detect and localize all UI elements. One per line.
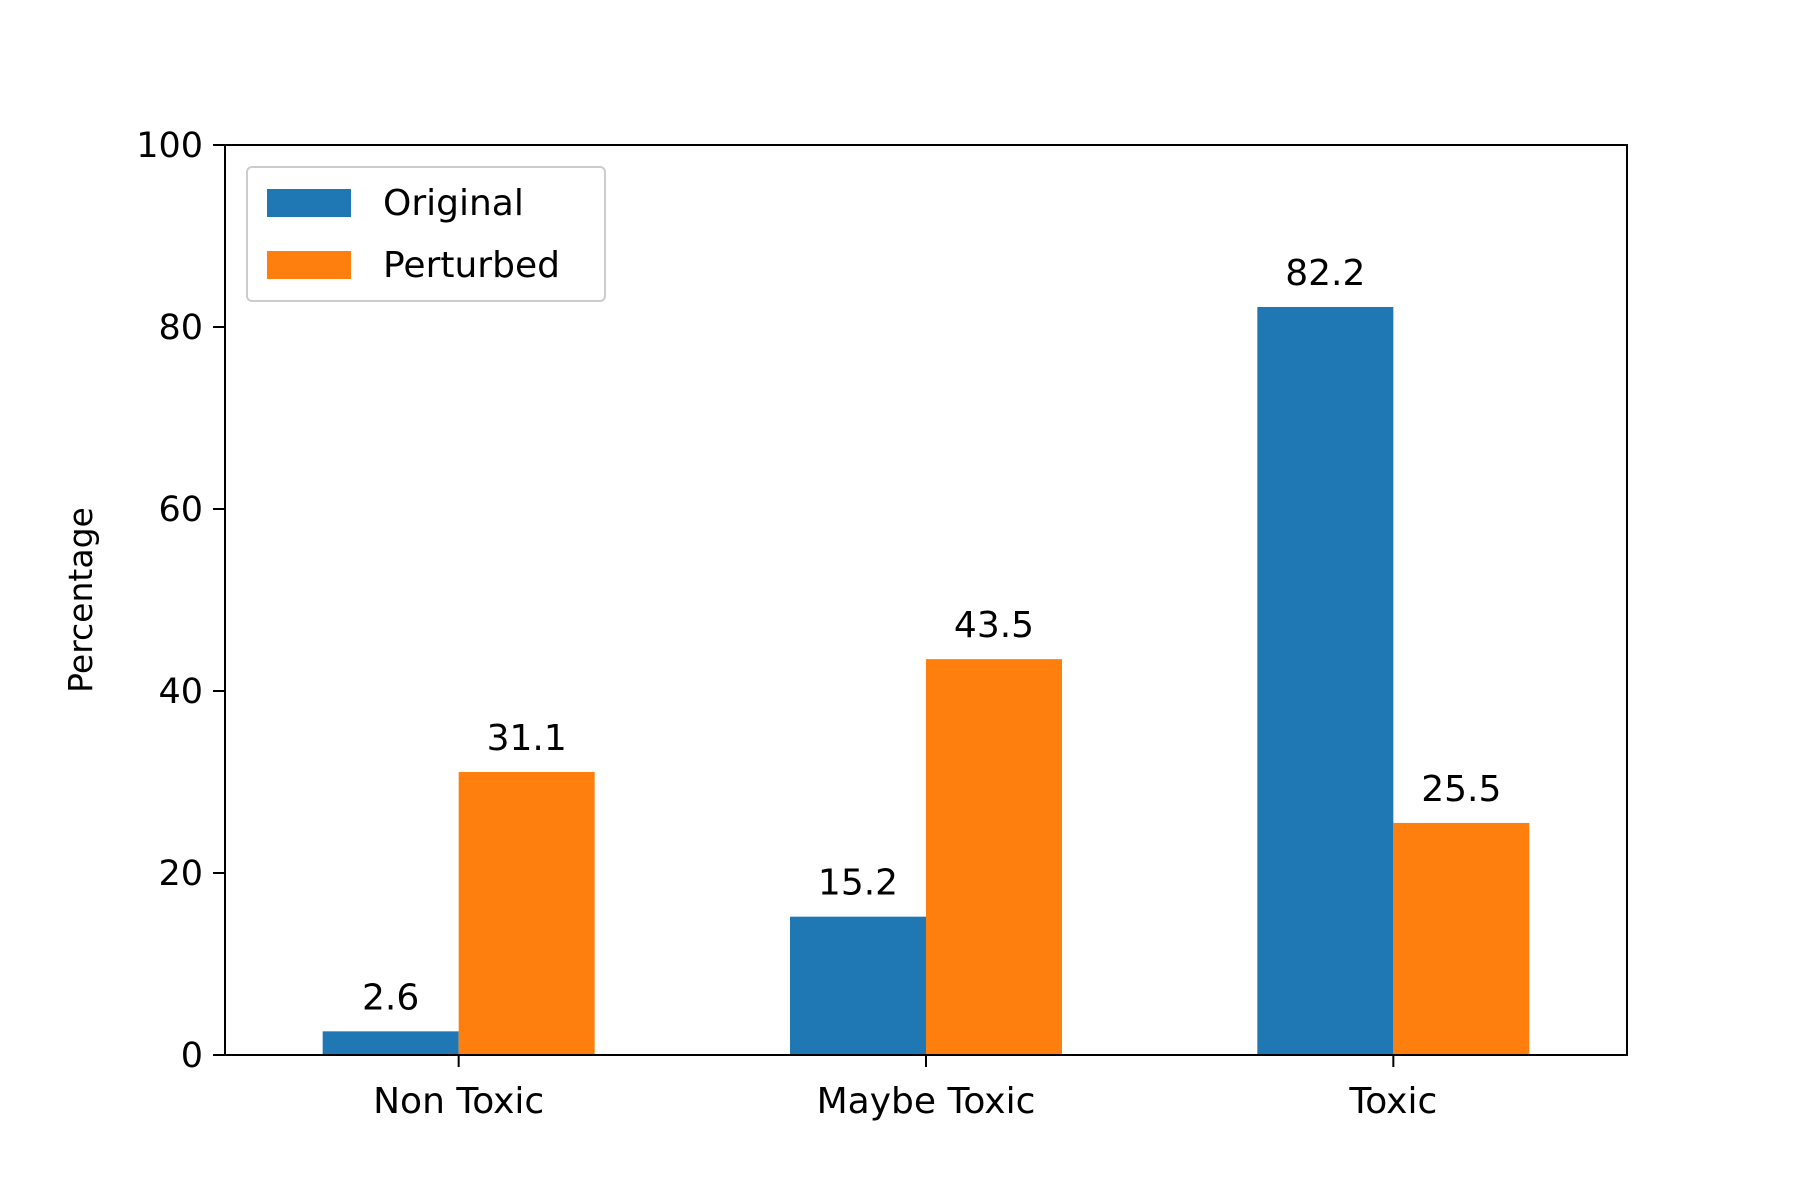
bar-original-0: [322, 1031, 459, 1055]
x-tick-label-1: Maybe Toxic: [817, 1081, 1036, 1122]
y-axis-label: Percentage: [61, 507, 100, 693]
bar-original-1: [790, 916, 926, 1055]
data-label-perturbed-1: 43.5: [954, 605, 1034, 646]
bars-group: [322, 306, 1530, 1056]
data-label-perturbed-0: 31.1: [487, 718, 567, 759]
x-tick-label-2: Toxic: [1348, 1081, 1437, 1122]
data-label-perturbed-2: 25.5: [1421, 769, 1501, 810]
y-tick-label-5: 100: [136, 126, 203, 166]
legend-label-original: Original: [383, 183, 524, 224]
data-labels-group: 2.6 15.2 82.2 31.1 43.5 25.5: [362, 253, 1501, 1018]
legend: Original Perturbed: [246, 166, 606, 302]
data-label-original-2: 82.2: [1285, 253, 1365, 294]
legend-swatch-perturbed: [267, 251, 351, 279]
y-tick-label-2: 40: [158, 672, 203, 712]
bar-perturbed-0: [458, 771, 595, 1055]
x-axis: Non Toxic Maybe Toxic Toxic: [373, 1055, 1437, 1122]
y-axis: 0 20 40 60 80 100: [136, 126, 225, 1076]
bar-perturbed-2: [1393, 822, 1530, 1055]
legend-label-perturbed: Perturbed: [383, 245, 560, 286]
y-tick-label-4: 80: [158, 308, 203, 348]
y-tick-label-3: 60: [158, 490, 203, 530]
y-tick-label-0: 0: [181, 1036, 203, 1076]
data-label-original-0: 2.6: [362, 977, 419, 1018]
y-tick-label-1: 20: [158, 854, 203, 894]
legend-swatch-original: [267, 189, 351, 217]
data-label-original-1: 15.2: [818, 863, 898, 904]
bar-original-2: [1257, 306, 1394, 1056]
x-tick-label-0: Non Toxic: [373, 1081, 544, 1122]
bar-perturbed-1: [926, 659, 1062, 1055]
